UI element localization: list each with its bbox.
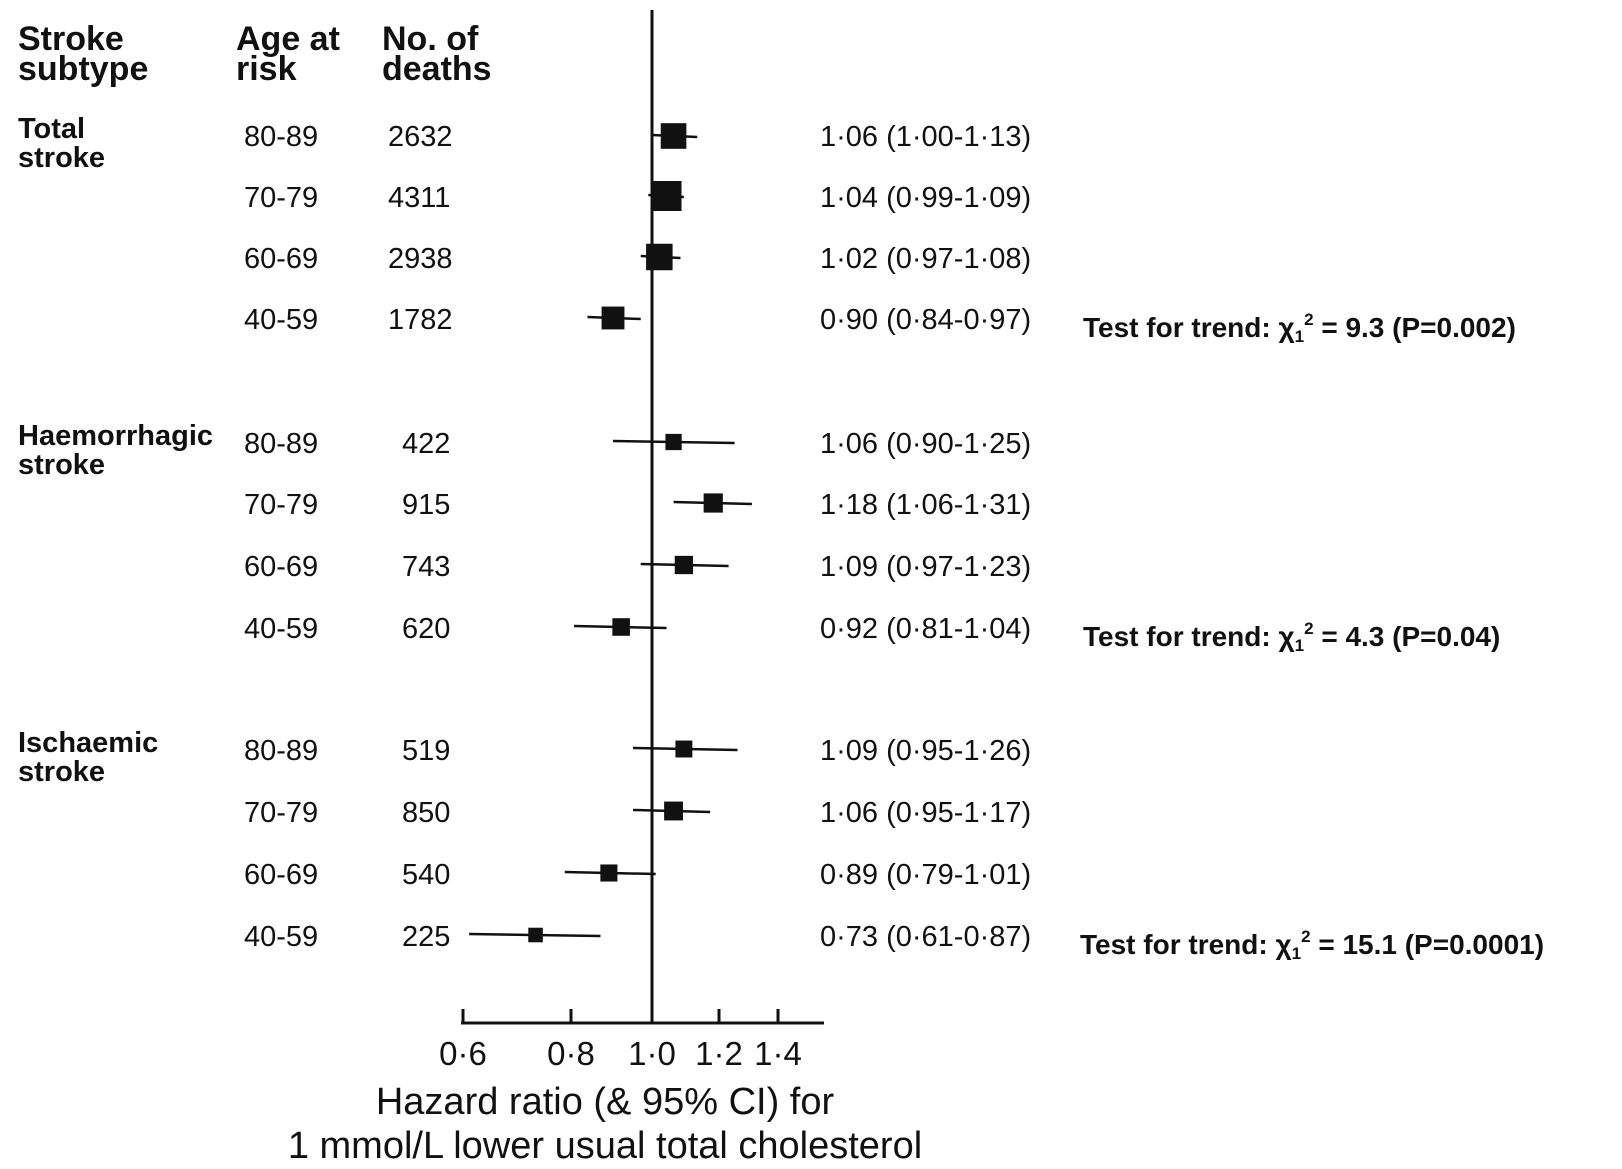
group-label-ischaemic-stroke: Ischaemic stroke	[18, 729, 158, 787]
x-axis-tick-label: 0·8	[547, 1035, 595, 1072]
header-stroke-subtype-line2: subtype	[18, 50, 149, 88]
row-deaths: 743	[402, 551, 451, 583]
header-deaths-line2: deaths	[382, 50, 492, 88]
group-label-haemorrhagic-stroke: Haemorrhagic stroke	[18, 422, 213, 480]
hazard-ratio-marker	[675, 740, 693, 758]
row-estimate: 0·73 (0·61-0·87)	[820, 921, 1032, 953]
trend-prefix: Test for trend:	[1083, 312, 1279, 343]
row-deaths: 422	[402, 428, 451, 460]
row-estimate: 1·09 (0·97-1·23)	[820, 551, 1032, 583]
group-label-line1: Haemorrhagic	[18, 420, 214, 452]
hazard-ratio-marker	[651, 181, 682, 211]
trend-prefix: Test for trend:	[1083, 621, 1279, 652]
hazard-ratio-marker	[612, 618, 630, 636]
group-label-line1: Ischaemic	[18, 727, 159, 759]
header-stroke-subtype: Stroke subtype	[18, 20, 149, 88]
group-label-line2: stroke	[18, 449, 106, 481]
x-axis-tick-label: 0·6	[439, 1035, 487, 1072]
row-age: 60-69	[244, 551, 319, 583]
row-estimate: 1·02 (0·97-1·08)	[820, 243, 1032, 275]
trend-test-haemorrhagic-stroke: Test for trend: χ12 = 4.3 (P=0.04)	[1083, 612, 1500, 663]
trend-chi-subscript: 1	[1291, 944, 1302, 963]
row-deaths: 225	[402, 921, 451, 953]
group-label-line2: stroke	[18, 756, 106, 788]
group-label-total-stroke: Total stroke	[18, 115, 105, 173]
trend-chi-superscript: 2	[1304, 619, 1314, 638]
header-age-line1: Age at	[236, 20, 340, 58]
hazard-ratio-marker	[600, 864, 618, 882]
hazard-ratio-marker	[646, 243, 673, 271]
header-stroke-subtype-line1: Stroke	[18, 20, 124, 58]
group-label-line1: Total	[18, 113, 86, 145]
x-axis-label: Hazard ratio (& 95% CI) for 1 mmol/L low…	[225, 1080, 985, 1168]
header-deaths-line1: No. of	[382, 20, 479, 58]
row-deaths: 915	[402, 489, 451, 521]
x-axis-label-line2: 1 mmol/L lower usual total cholesterol	[287, 1125, 923, 1167]
row-age: 70-79	[244, 489, 319, 521]
row-deaths: 1782	[388, 304, 453, 336]
trend-chi-subscript: 1	[1294, 327, 1305, 346]
trend-test-total-stroke: Test for trend: χ12 = 9.3 (P=0.002)	[1083, 303, 1516, 354]
row-estimate: 1·09 (0·95-1·26)	[820, 735, 1032, 767]
trend-statistic: = 4.3 (P=0.04)	[1313, 621, 1501, 652]
row-age: 40-59	[244, 921, 319, 953]
group-label-line2: stroke	[18, 142, 106, 174]
row-estimate: 1·04 (0·99-1·09)	[820, 182, 1032, 214]
header-age-at-risk: Age at risk	[236, 20, 340, 88]
row-age: 80-89	[244, 428, 319, 460]
row-age: 80-89	[244, 735, 319, 767]
row-deaths: 850	[402, 797, 451, 829]
trend-chi: χ	[1275, 929, 1292, 960]
trend-statistic: = 15.1 (P=0.0001)	[1310, 929, 1545, 960]
row-age: 80-89	[244, 121, 319, 153]
trend-statistic: = 9.3 (P=0.002)	[1313, 312, 1516, 343]
row-estimate: 0·92 (0·81-1·04)	[820, 613, 1032, 645]
hazard-ratio-marker	[601, 306, 625, 330]
header-no-of-deaths: No. of deaths	[382, 20, 492, 88]
row-deaths: 519	[402, 735, 451, 767]
trend-chi-superscript: 2	[1304, 310, 1314, 329]
row-estimate: 1·18 (1·06-1·31)	[820, 489, 1032, 521]
row-age: 60-69	[244, 243, 319, 275]
row-estimate: 1·06 (0·90-1·25)	[820, 428, 1032, 460]
hazard-ratio-marker	[660, 123, 687, 149]
row-deaths: 2632	[388, 121, 453, 153]
x-axis-tick-label: 1·2	[695, 1035, 743, 1072]
row-age: 40-59	[244, 613, 319, 645]
row-deaths: 620	[402, 613, 451, 645]
trend-test-ischaemic-stroke: Test for trend: χ12 = 15.1 (P=0.0001)	[1080, 920, 1544, 971]
row-estimate: 0·90 (0·84-0·97)	[820, 304, 1032, 336]
hazard-ratio-marker	[664, 801, 683, 821]
header-age-line2: risk	[236, 50, 297, 88]
hazard-ratio-marker	[665, 433, 682, 451]
trend-chi: χ	[1278, 621, 1295, 652]
trend-prefix: Test for trend:	[1080, 929, 1276, 960]
row-deaths: 2938	[388, 243, 453, 275]
row-deaths: 4311	[388, 182, 451, 214]
trend-chi-subscript: 1	[1294, 636, 1305, 655]
hazard-ratio-marker	[703, 493, 723, 513]
row-estimate: 0·89 (0·79-1·01)	[820, 859, 1032, 891]
trend-chi: χ	[1278, 312, 1295, 343]
row-estimate: 1·06 (0·95-1·17)	[820, 797, 1032, 829]
row-age: 60-69	[244, 859, 319, 891]
hazard-ratio-marker	[674, 555, 694, 575]
x-axis-label-line1: Hazard ratio (& 95% CI) for	[375, 1081, 835, 1123]
hazard-ratio-marker	[528, 927, 543, 943]
row-estimate: 1·06 (1·00-1·13)	[820, 121, 1032, 153]
x-axis-tick-label: 1·0	[628, 1035, 676, 1072]
row-age: 70-79	[244, 182, 319, 214]
x-axis-tick-label: 1·4	[754, 1035, 802, 1072]
trend-chi-superscript: 2	[1301, 927, 1311, 946]
row-age: 70-79	[244, 797, 319, 829]
row-age: 40-59	[244, 304, 319, 336]
row-deaths: 540	[402, 859, 451, 891]
